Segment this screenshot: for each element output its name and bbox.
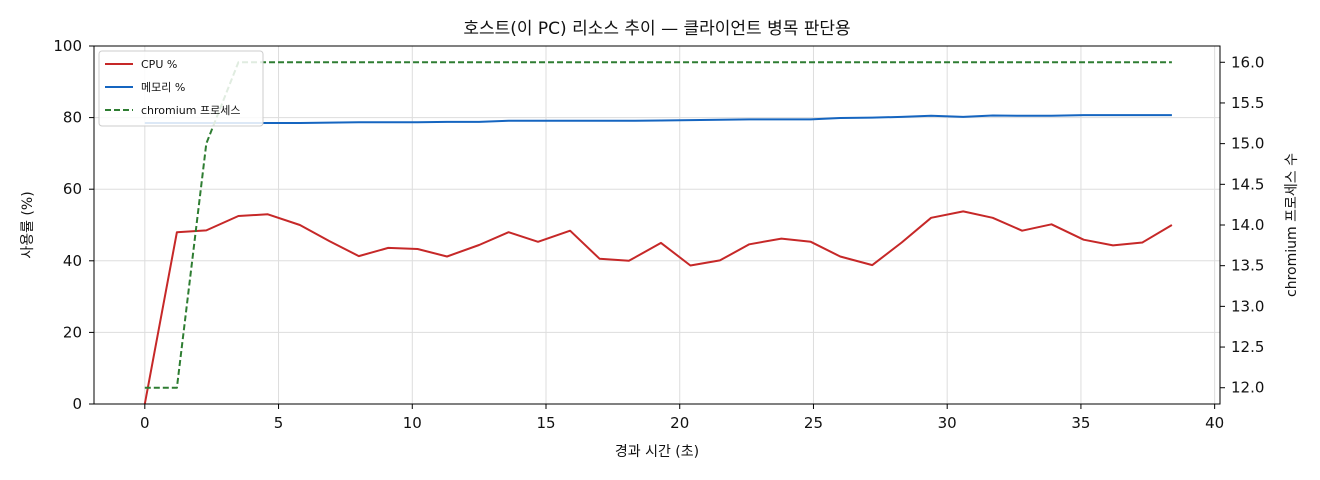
- legend-label-cpu: CPU %: [141, 58, 177, 71]
- y-tick-label: 20: [63, 323, 82, 341]
- series-line-memory: [144, 114, 1172, 124]
- y-tick-label: 0: [72, 395, 82, 413]
- x-tick-label: 15: [536, 414, 555, 432]
- legend-label-memory: 메모리 %: [141, 81, 185, 94]
- y2-tick-label: 14.5: [1231, 175, 1264, 193]
- legend-label-chromium: chromium 프로세스: [141, 104, 240, 117]
- x-axis-label: 경과 시간 (초): [615, 444, 699, 460]
- legend: CPU % 메모리 % chromium 프로세스: [98, 50, 264, 127]
- x-tick-label: 0: [140, 414, 150, 432]
- series-layer: [143, 61, 1173, 405]
- y-tick-label: 60: [63, 180, 82, 198]
- y2-tick-label: 12.5: [1231, 338, 1264, 356]
- x-tick-label: 40: [1205, 414, 1224, 432]
- x-axis: 0 5 10 15 20 25 30 35 40: [140, 404, 1224, 432]
- y2-tick-label: 15.5: [1231, 94, 1264, 112]
- y-axis-right: 12.0 12.5 13.0 13.5 14.0 14.5 15.0 15.5 16.0: [1220, 53, 1264, 397]
- y2-tick-label: 15.0: [1231, 135, 1264, 153]
- y2-tick-label: 16.0: [1231, 53, 1264, 71]
- series-line-cpu: [143, 210, 1173, 405]
- x-tick-label: 5: [274, 414, 284, 432]
- x-tick-label: 35: [1071, 414, 1090, 432]
- y2-tick-label: 13.0: [1231, 297, 1264, 315]
- y2-tick-label: 13.5: [1231, 257, 1264, 275]
- y-axis-label: 사용률 (%): [20, 191, 36, 258]
- legend-box: [98, 50, 264, 127]
- y2-tick-label: 14.0: [1231, 216, 1264, 234]
- series-line-chromium: [144, 61, 1172, 389]
- y-axis-left: 0 20 40 60 80 100: [53, 37, 94, 413]
- x-tick-label: 20: [670, 414, 689, 432]
- y2-tick-label: 12.0: [1231, 379, 1264, 397]
- x-tick-label: 30: [938, 414, 957, 432]
- y-tick-label: 40: [63, 252, 82, 270]
- y2-axis-label: chromium 프로세스 수: [1284, 153, 1300, 297]
- x-tick-label: 10: [403, 414, 422, 432]
- y-tick-label: 100: [53, 37, 82, 55]
- x-tick-label: 25: [804, 414, 823, 432]
- chart-title: 호스트(이 PC) 리소스 추이 — 클라이언트 병목 판단용: [463, 19, 850, 39]
- y-tick-label: 80: [63, 109, 82, 127]
